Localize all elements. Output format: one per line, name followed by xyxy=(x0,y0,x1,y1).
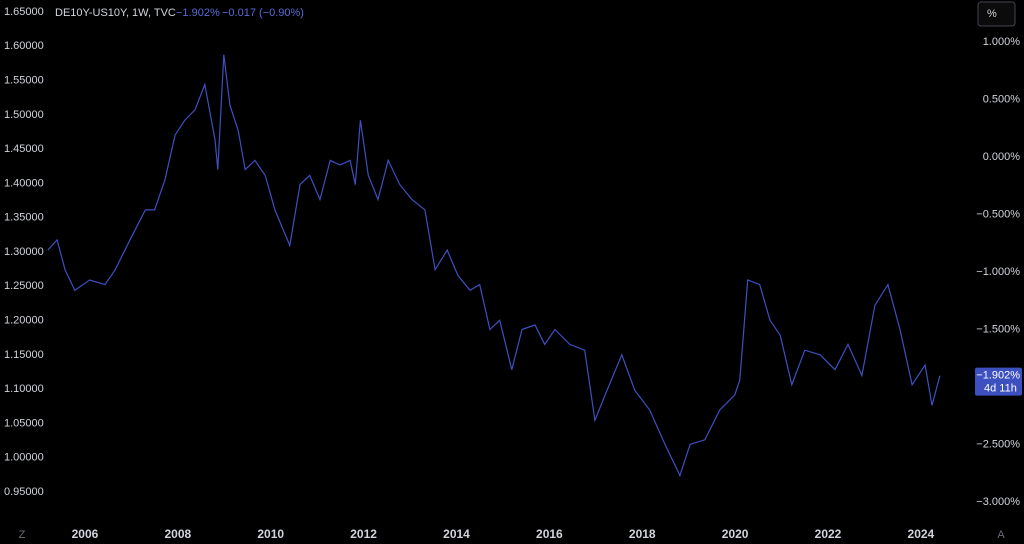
x-tick-label: 2016 xyxy=(536,527,563,541)
x-tick-label: 2024 xyxy=(908,527,935,541)
y2-tick-label: 0.000% xyxy=(983,151,1021,163)
y-tick-label: 0.95000 xyxy=(4,486,44,498)
y2-tick-label: 1.000% xyxy=(983,36,1021,48)
x-tick-label: 2006 xyxy=(72,527,99,541)
last-value-label: −1.902% xyxy=(976,370,1020,382)
scale-button[interactable] xyxy=(977,1,1016,27)
y-tick-label: 1.50000 xyxy=(4,109,44,121)
x-tick-label: 2010 xyxy=(257,527,284,541)
y-tick-label: 1.65000 xyxy=(4,6,44,18)
y2-tick-label: 0.500% xyxy=(983,93,1021,105)
y2-tick-label: −3.000% xyxy=(976,496,1020,508)
y-tick-label: 1.40000 xyxy=(4,177,44,189)
x-tick-label: 2008 xyxy=(165,527,192,541)
y-tick-label: 1.60000 xyxy=(4,40,44,52)
chart-title: DE10Y-US10Y, 1W, TVC xyxy=(55,7,176,19)
y-tick-label: 1.55000 xyxy=(4,74,44,86)
corner-label[interactable]: Z xyxy=(19,529,26,541)
y2-tick-label: −2.500% xyxy=(976,438,1020,450)
scale-button-label[interactable]: % xyxy=(987,8,997,20)
y-tick-label: 1.15000 xyxy=(4,349,44,361)
corner-label[interactable]: A xyxy=(997,529,1005,541)
x-tick-label: 2014 xyxy=(443,527,470,541)
x-tick-label: 2022 xyxy=(815,527,842,541)
header-change: −0.017 (−0.90%) xyxy=(222,7,304,19)
x-tick-label: 2012 xyxy=(350,527,377,541)
countdown-label: 4d 11h xyxy=(984,383,1017,395)
y2-tick-label: −1.500% xyxy=(976,323,1020,335)
y-tick-label: 1.00000 xyxy=(4,452,44,464)
y-tick-label: 1.05000 xyxy=(4,417,44,429)
y2-tick-label: −1.000% xyxy=(976,266,1020,278)
x-tick-label: 2018 xyxy=(629,527,656,541)
series-line xyxy=(47,54,941,478)
y-tick-label: 1.20000 xyxy=(4,314,44,326)
y-tick-label: 1.45000 xyxy=(4,143,44,155)
y2-tick-label: −0.500% xyxy=(976,208,1020,220)
y-tick-label: 1.35000 xyxy=(4,212,44,224)
x-tick-label: 2020 xyxy=(722,527,749,541)
last-value-tag xyxy=(975,367,1022,396)
y-tick-label: 1.10000 xyxy=(4,383,44,395)
y-tick-label: 1.30000 xyxy=(4,246,44,258)
y-tick-label: 1.25000 xyxy=(4,280,44,292)
header-value: −1.902% xyxy=(176,7,220,19)
